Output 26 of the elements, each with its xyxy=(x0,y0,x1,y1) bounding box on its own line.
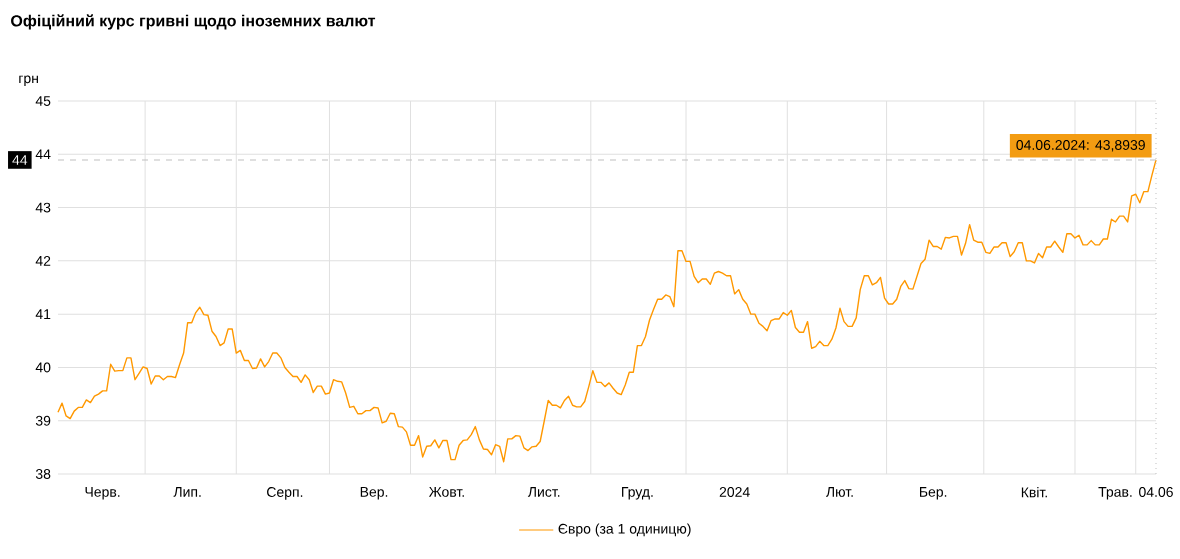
x-tick-label: Жовт. xyxy=(428,487,464,497)
x-tick-label: 2024 xyxy=(719,487,750,497)
x-tick-label: Лют. xyxy=(826,487,853,497)
x-tick-label: Серп. xyxy=(267,487,303,500)
y-tick-label: 45 xyxy=(35,96,51,106)
y-tick-label: 39 xyxy=(35,415,51,426)
x-tick-label: Лист. xyxy=(527,487,560,497)
y-tick-label: 41 xyxy=(35,309,51,319)
y-tick-label: 38 xyxy=(35,469,51,479)
x-tick-label: Бер. xyxy=(920,487,947,500)
y-tick-label: 42 xyxy=(35,256,51,266)
annotation: 04.06.2024: 43,8939 xyxy=(1016,140,1145,152)
x-tick-label: Груд. xyxy=(622,487,653,500)
x-tick-label: 04.06 xyxy=(1139,487,1173,497)
x-tick-label: Черв. xyxy=(85,487,120,500)
y-tick-label: 43 xyxy=(35,202,51,213)
y-tick-label: 40 xyxy=(35,362,51,373)
x-tick-label: Трав. xyxy=(1098,487,1132,500)
legend-label: Євро (за 1 одиницю) xyxy=(558,523,691,537)
y-tick-label: 44 xyxy=(35,149,51,160)
ref-line-label: 44 xyxy=(12,155,28,165)
x-tick-label: Лип. xyxy=(173,487,201,497)
x-tick-label: Квіт. xyxy=(1021,487,1047,498)
chart-title: Офіційний курс гривні щодо іноземних валют xyxy=(11,14,376,30)
x-tick-label: Вер. xyxy=(360,487,388,500)
y-axis-title: грн xyxy=(19,75,38,86)
